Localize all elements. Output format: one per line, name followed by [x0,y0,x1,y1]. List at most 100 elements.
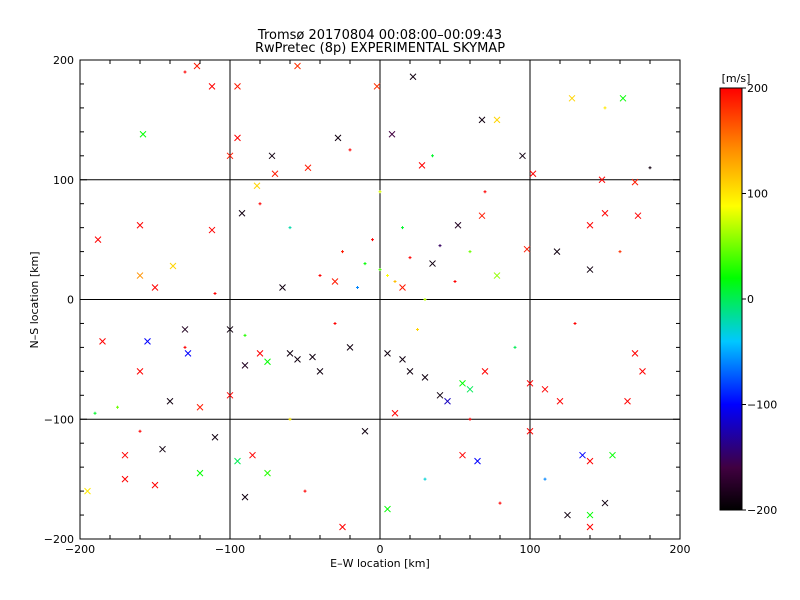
echo-point [573,321,577,325]
echo-point [264,469,271,477]
colorbar: [m/s] 200 100 0 −100 −200 [719,72,777,517]
echo-point [586,523,594,531]
x-tick-label: −200 [65,543,95,556]
echo-point [466,385,474,393]
echo-point [309,353,316,361]
echo-point [609,451,616,459]
echo-point [423,477,427,481]
echo-point [136,367,144,375]
echo-point [138,429,142,433]
echo-point [334,134,342,142]
echo-point [226,152,234,160]
echo-point [406,367,414,375]
echo-point [226,391,234,399]
echo-point [256,350,264,357]
echo-point [639,367,646,375]
echo-point [363,262,367,266]
echo-point [208,226,216,234]
echo-point [211,433,219,441]
echo-point [136,272,144,279]
echo-point [409,73,417,81]
echo-point [93,411,97,415]
echo-point [603,106,607,110]
echo-point [478,116,486,124]
echo-point [526,427,534,435]
echo-point [169,262,177,270]
echo-point [279,284,286,291]
echo-point [399,284,406,291]
echo-point [243,333,247,337]
echo-point [116,405,119,409]
echo-point [234,457,241,465]
echo-point [444,397,451,405]
colorbar-tick-label: 100 [747,188,768,201]
echo-point [139,130,147,138]
echo-point [384,505,391,513]
y-axis: −200 −100 0 100 200 [44,54,680,546]
echo-point [304,164,312,172]
echo-point [184,350,192,357]
echo-point [258,202,262,206]
echo-point [346,344,354,351]
x-tick-label: 200 [670,543,691,556]
echo-point [498,501,502,505]
colorbar-tick-label: −200 [747,504,777,517]
echo-point [303,489,307,493]
echo-point [586,457,594,465]
echo-point [286,350,294,357]
echo-point [264,358,271,366]
x-tick-label: 0 [377,543,384,556]
colorbar-tick-label: 0 [747,293,754,306]
echo-point [408,256,412,260]
echo-point [423,298,427,301]
echo-point [459,451,466,459]
echo-point [386,274,389,278]
echo-point [196,469,204,477]
echo-point [193,62,201,70]
y-tick-label: 0 [67,294,74,307]
echo-point [648,166,652,170]
echo-point [513,345,517,349]
echo-point [339,523,346,531]
echo-point [601,209,609,217]
echo-point [416,327,419,331]
echo-point [241,362,249,369]
echo-point [631,350,639,357]
echo-point [316,367,324,375]
echo-point [294,62,301,70]
echo-point [436,391,444,399]
echo-point [391,409,399,417]
echo-point [418,162,426,169]
echo-point [121,475,129,483]
echo-point [159,445,166,453]
echo-point [631,178,639,186]
echo-point [234,82,241,90]
chart-title: Tromsø 20170804 00:08:00–00:09:43 [257,28,502,43]
echo-point [541,385,549,393]
echo-point [586,221,594,229]
echo-point [601,499,609,507]
echo-point [401,226,404,230]
echo-point [288,226,292,230]
echo-point [249,451,256,459]
echo-point [253,182,261,190]
echo-point [393,280,397,284]
echo-point [151,284,159,291]
echo-point [226,326,234,333]
echo-point [564,511,571,519]
echo-point [388,130,396,138]
echo-point [579,451,586,459]
echo-point [453,280,457,284]
echo-point [99,338,106,345]
echo-point [356,286,359,290]
echo-point [288,417,292,421]
echo-point [429,260,436,267]
echo-point [121,451,129,459]
x-tick-label: 100 [520,543,541,556]
echo-point [361,427,369,435]
colorbar-label: [m/s] [722,72,751,85]
echo-point [493,116,501,124]
echo-point [294,356,301,363]
echo-point [523,245,531,253]
echo-point [399,356,406,363]
